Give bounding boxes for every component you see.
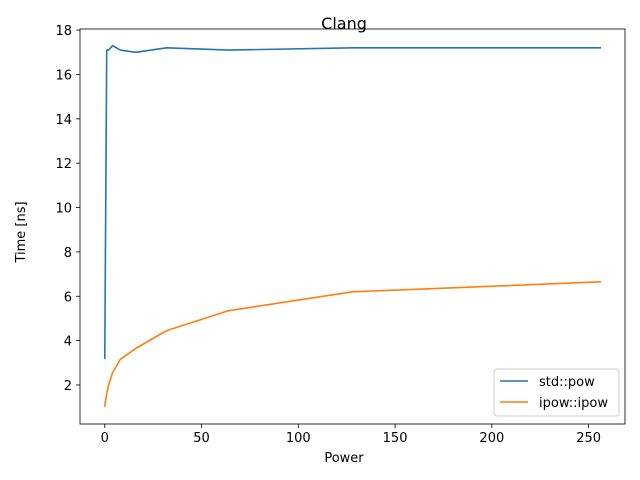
axes-frame [79,28,626,425]
x-tick-label: 250 [576,431,601,446]
y-tick-label: 4 [64,335,72,350]
y-tick-label: 12 [55,157,72,172]
series-line-1 [103,44,602,360]
y-tick-label: 10 [55,202,72,217]
y-tick-label: 2 [64,379,72,394]
plot-area: 0 50 100 150 200 250 2 4 6 8 10 12 14 16 18 [55,24,626,446]
x-tick-label: 0 [101,431,109,446]
x-tick-label: 200 [479,431,504,446]
x-tick-label: 150 [383,431,408,446]
y-tick-label: 18 [55,24,72,39]
y-tick-label: 16 [55,68,72,83]
series-line-2 [103,281,602,407]
x-axis-title: Power [324,451,364,466]
chart-title: Clang [321,14,367,33]
y-tick-label: 8 [64,246,72,261]
legend-label: ipow::ipow [539,396,608,411]
y-axis-title: Time [ns] [14,201,29,263]
x-tick-label: 100 [286,431,311,446]
x-tick-label: 50 [193,431,210,446]
y-tick-label: 6 [64,290,72,305]
y-tick-label: 14 [55,113,72,128]
legend-label: std::pow [539,375,595,390]
